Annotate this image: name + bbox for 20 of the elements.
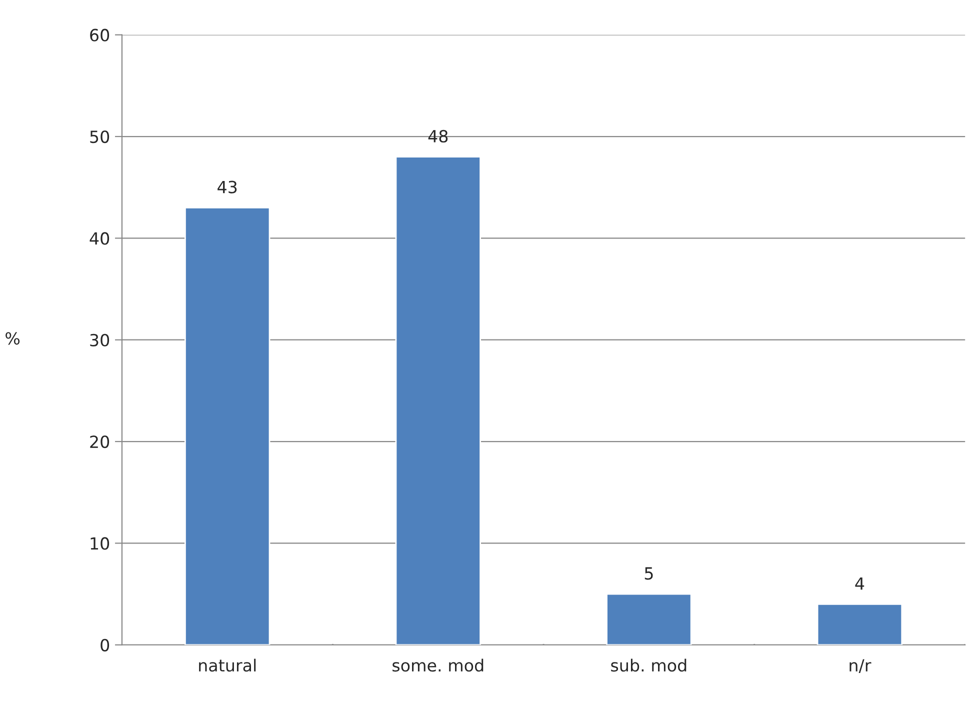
y-tick-label: 20 (90, 435, 110, 448)
data-label: 5 (644, 567, 653, 580)
bar (816, 604, 903, 645)
y-tick-label: 60 (90, 28, 110, 42)
x-tick-label: natural (199, 658, 256, 672)
data-label: 48 (428, 130, 448, 143)
data-label: 43 (218, 180, 237, 194)
bar (606, 593, 692, 645)
x-tick-label: some. mod (392, 658, 484, 672)
x-tick-label: n/r (850, 659, 872, 673)
data-label: 4 (855, 577, 864, 590)
y-tick-label: 10 (90, 537, 110, 550)
y-tick-label: 40 (90, 232, 110, 245)
y-tick-label: 0 (100, 638, 110, 652)
x-tick-label: sub. mod (611, 658, 686, 672)
y-tick-label: 50 (90, 130, 110, 144)
bar (184, 206, 270, 645)
bar (395, 156, 481, 645)
y-axis-title: % (6, 332, 20, 345)
y-tick-label: 30 (90, 334, 110, 346)
